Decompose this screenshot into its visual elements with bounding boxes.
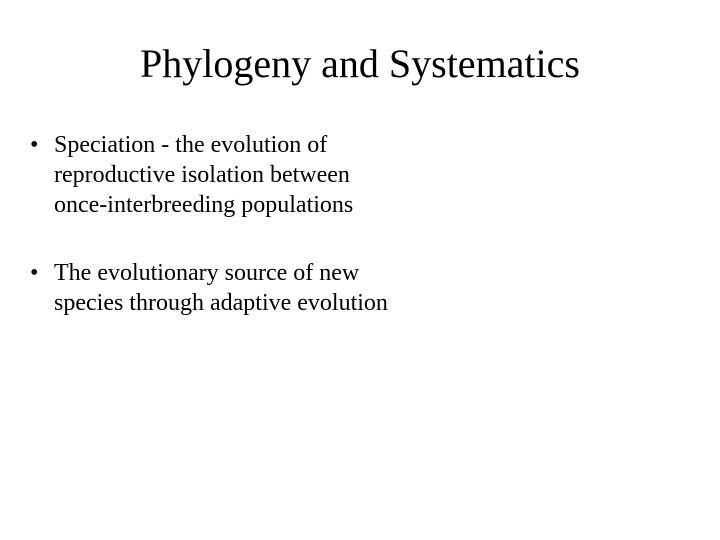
slide-body: Speciation - the evolution of reproducti… [30, 130, 390, 356]
bullet-list: Speciation - the evolution of reproducti… [30, 130, 390, 318]
slide: Phylogeny and Systematics Speciation - t… [0, 0, 720, 540]
list-item: The evolutionary source of new species t… [30, 258, 390, 318]
slide-title: Phylogeny and Systematics [0, 40, 720, 87]
list-item: Speciation - the evolution of reproducti… [30, 130, 390, 220]
